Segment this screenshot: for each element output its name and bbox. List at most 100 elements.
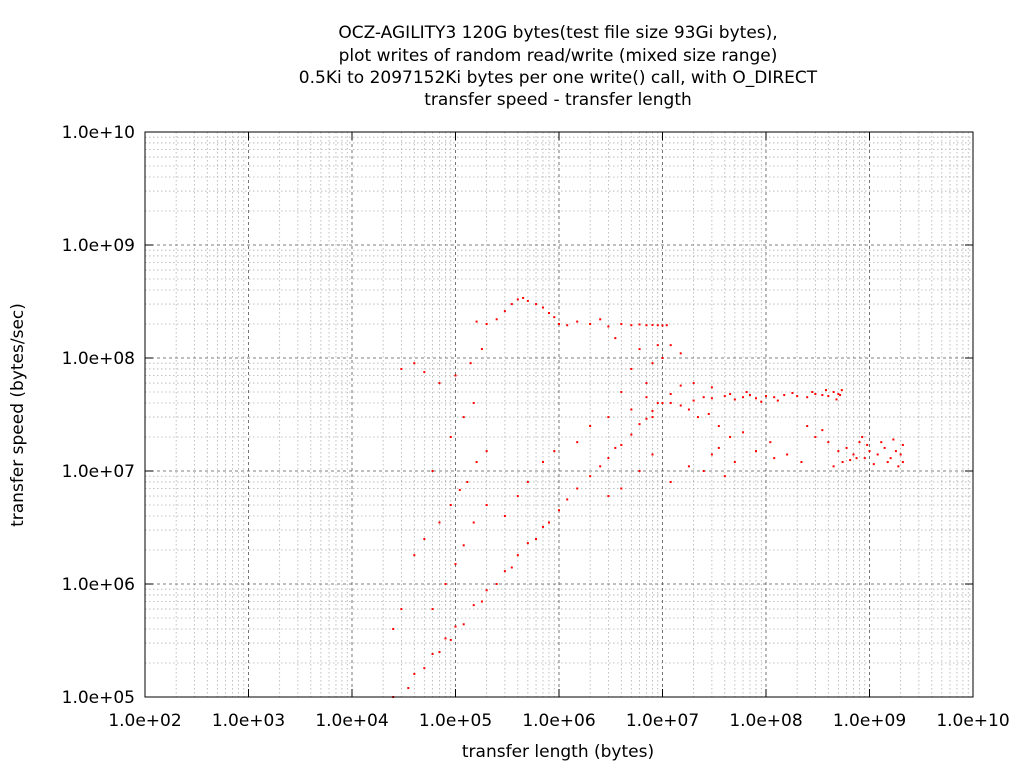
data-point [510, 566, 513, 569]
data-point [832, 391, 835, 394]
chart-title-line: OCZ-AGILITY3 120G bytes(test file size 9… [338, 23, 777, 43]
data-point [558, 322, 560, 325]
y-axis-label: transfer speed (bytes/sec) [8, 303, 28, 527]
data-point [665, 324, 668, 327]
data-point [620, 391, 623, 394]
data-point [645, 396, 648, 399]
data-point [620, 487, 623, 490]
data-point [558, 509, 560, 512]
data-point [469, 362, 472, 365]
y-axis-ticks: 1.0e+05 1.0e+06 1.0e+07 1.0e+08 1.0e+09 1.0e+… [62, 123, 973, 708]
data-point [454, 563, 457, 566]
data-point [669, 480, 672, 483]
data-point [431, 470, 434, 472]
data-point [786, 453, 789, 456]
data-point [839, 394, 842, 397]
y-tick-label: 1.0e+07 [62, 462, 135, 482]
data-point [835, 398, 838, 401]
data-point [638, 323, 641, 326]
data-point [901, 443, 904, 446]
data-point [472, 604, 475, 607]
data-point [503, 570, 506, 573]
data-point [661, 324, 664, 327]
data-point [449, 435, 452, 438]
data-point [566, 324, 569, 327]
data-point [651, 409, 654, 412]
data-point [535, 538, 538, 541]
data-point [472, 521, 475, 524]
data-point [438, 382, 441, 385]
data-point [526, 480, 529, 483]
data-point [679, 384, 682, 387]
data-point [717, 446, 720, 449]
data-point [431, 653, 434, 656]
chart-title: OCZ-AGILITY3 120G bytes(test file size 9… [299, 23, 818, 110]
data-points [392, 296, 904, 698]
data-point [462, 416, 465, 419]
data-point [702, 470, 705, 472]
chart-title-line: 0.5Ki to 2097152Ki bytes per one write()… [299, 68, 818, 88]
data-point [438, 651, 441, 654]
data-point [692, 382, 695, 385]
x-tick-label: 1.0e+10 [936, 711, 1009, 731]
data-point [449, 504, 452, 507]
data-point [444, 583, 447, 585]
data-point [866, 443, 869, 446]
data-point [495, 583, 498, 585]
data-point [651, 362, 654, 365]
data-point [717, 425, 720, 428]
data-point [696, 416, 699, 419]
data-point [669, 401, 672, 404]
data-point [821, 429, 824, 432]
data-point [526, 542, 529, 545]
x-tick-label: 1.0e+02 [108, 711, 181, 731]
data-point [599, 465, 602, 468]
x-tick-label: 1.0e+09 [833, 711, 906, 731]
data-point [638, 348, 641, 351]
data-point [522, 296, 525, 299]
data-point [495, 318, 498, 321]
x-tick-label: 1.0e+08 [729, 711, 802, 731]
data-point [516, 554, 519, 557]
data-point [723, 475, 726, 478]
data-point [503, 514, 506, 517]
data-point [679, 352, 682, 355]
data-point [901, 461, 904, 464]
data-point [806, 425, 809, 428]
data-point [589, 425, 592, 428]
data-point [814, 393, 817, 396]
data-point [503, 310, 506, 313]
data-point [729, 393, 732, 396]
data-point [837, 393, 840, 396]
data-point [541, 525, 544, 528]
data-point [687, 465, 690, 468]
data-point [541, 306, 544, 309]
data-point [620, 443, 623, 446]
data-point [607, 495, 610, 498]
data-point [630, 408, 633, 411]
data-point [400, 367, 403, 370]
data-point [765, 395, 767, 398]
data-point [892, 438, 895, 441]
data-point [806, 396, 809, 399]
data-point [423, 371, 426, 374]
data-point [589, 475, 592, 478]
data-point [876, 453, 879, 456]
data-point [630, 324, 633, 327]
data-point [480, 348, 483, 351]
data-point [742, 396, 745, 399]
data-point [861, 435, 864, 438]
data-point [845, 446, 848, 449]
data-point [783, 394, 786, 397]
data-point [769, 441, 772, 444]
data-point [413, 362, 416, 365]
data-point [886, 461, 889, 464]
data-point [656, 401, 659, 404]
data-point [825, 389, 828, 392]
data-point [880, 441, 883, 444]
chart-title-line: transfer speed - transfer length [424, 90, 692, 110]
data-point [413, 554, 416, 557]
data-point [733, 398, 736, 401]
y-tick-label: 1.0e+10 [62, 123, 135, 143]
